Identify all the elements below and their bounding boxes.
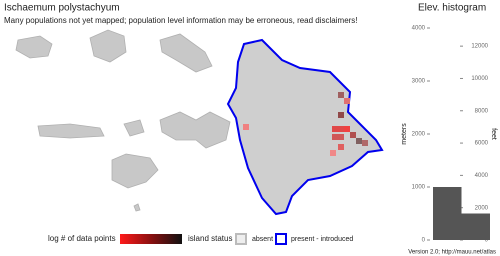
y2-label: feet: [490, 128, 497, 140]
bar: [433, 187, 462, 214]
island-niihau: [15, 35, 53, 59]
bar: [433, 213, 490, 240]
cell: [338, 144, 344, 150]
cell: [243, 124, 249, 130]
legend-present-key: [275, 233, 287, 245]
y2-tick-label: 12000: [471, 44, 488, 50]
cell: [338, 92, 344, 98]
islet: [133, 203, 141, 212]
island-kahoolawe: [111, 153, 159, 189]
occurrence-cells: [243, 92, 368, 156]
title: Ischaemum polystachyum: [4, 3, 120, 14]
hist-title: Elev. histogram: [418, 3, 486, 14]
island-hawaii: [226, 38, 384, 216]
y-tick-label: 1000: [412, 185, 426, 191]
legend-status-title: island status: [188, 234, 232, 243]
y-tick-label: 3000: [412, 79, 426, 85]
island-lanai: [123, 119, 145, 137]
cell: [344, 126, 350, 132]
legend-gradient: [120, 234, 182, 244]
y2-tick-label: 0: [485, 238, 489, 244]
y2-tick-label: 10000: [471, 76, 488, 82]
y-tick-label: 4000: [412, 26, 426, 32]
y-tick-label: 0: [422, 238, 426, 244]
island-maui: [159, 111, 231, 149]
legend-absent: absent: [252, 236, 273, 243]
island-kauai: [89, 29, 127, 63]
legend-absent-key: [235, 233, 247, 245]
cell: [332, 134, 344, 140]
y2-tick-label: 2000: [475, 205, 489, 211]
y2-tick-label: 4000: [475, 173, 489, 179]
cell: [344, 98, 350, 104]
cell: [332, 126, 344, 132]
cell: [350, 132, 356, 138]
y-tick-label: 2000: [412, 132, 426, 138]
cell: [362, 140, 368, 146]
legend-points-title: log # of data points: [48, 234, 116, 243]
cell: [338, 112, 344, 118]
islands: [15, 29, 384, 216]
y2-tick-label: 6000: [475, 141, 489, 147]
y2-tick-label: 8000: [475, 108, 489, 114]
cell: [330, 150, 336, 156]
footer: Version 2.0; http://mauu.net/atlas: [408, 250, 496, 256]
island-molokai: [37, 123, 105, 139]
island-oahu: [159, 33, 213, 73]
legend-present: present - introduced: [291, 236, 353, 243]
cell: [356, 138, 362, 144]
subtitle: Many populations not yet mapped; populat…: [4, 16, 358, 25]
y-label: meters: [401, 123, 408, 145]
